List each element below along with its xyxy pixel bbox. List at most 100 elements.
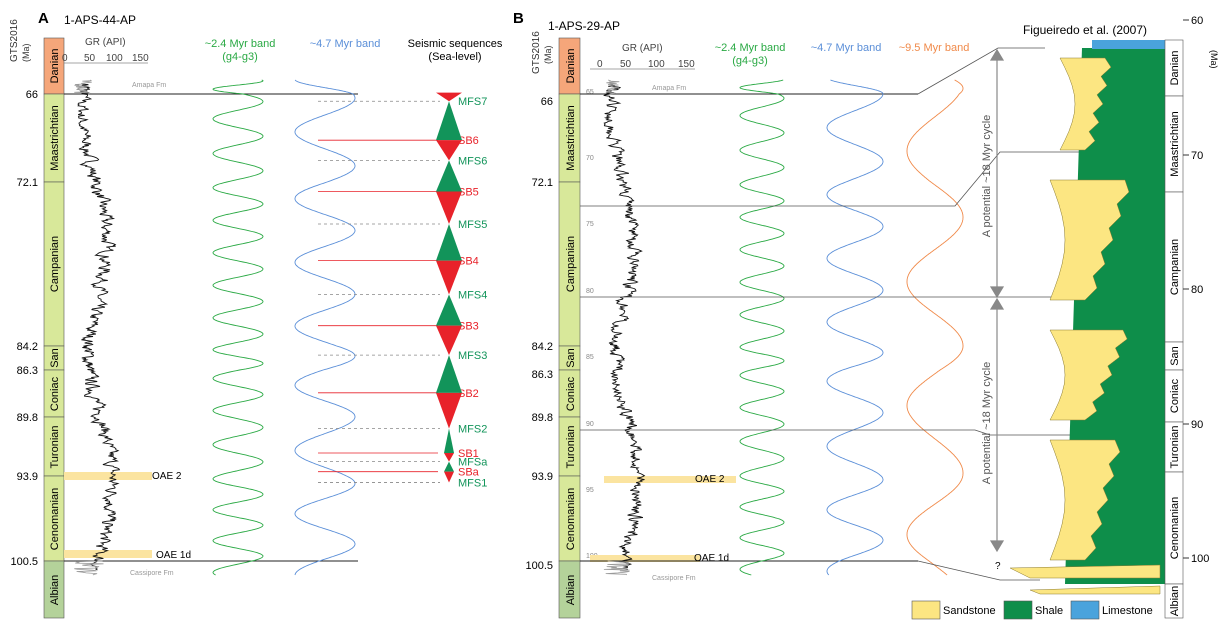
inner-tick: 85 (586, 354, 594, 361)
formation-amapa: Amapa Fm (132, 82, 166, 89)
reference-title: Figueiredo et al. (2007) (1023, 23, 1147, 37)
correlation-line-top (917, 47, 1045, 95)
age-tick: 72.1 (532, 177, 553, 189)
limestone-area (1092, 40, 1165, 49)
sequence-label: MFS2 (458, 424, 487, 436)
gr-log-curve (74, 79, 121, 576)
sequence-label: MFS6 (458, 155, 487, 167)
stage-label-cenomanian: Cenomanian (49, 488, 61, 550)
oae2-band (604, 476, 736, 483)
age-tick: 66 (541, 96, 553, 108)
sequence-triangle-red (436, 92, 462, 102)
lithology-column (1009, 40, 1165, 595)
sequence-label: SB1 (458, 448, 479, 460)
gr-tick: 150 (132, 53, 149, 64)
cycle-label-lower: A potential ~18 Myr cycle (981, 362, 993, 485)
gr-tick: 100 (648, 59, 665, 70)
gr-tick: 0 (597, 59, 603, 70)
cycle-arrows (989, 48, 1005, 553)
sandstone-area (1049, 179, 1130, 301)
stage-label-turonian: Turonian (49, 425, 61, 468)
panel-a-letter: A (38, 10, 49, 27)
band-9-5-curve (906, 79, 964, 576)
oae1d-band (64, 550, 152, 558)
right-stage-label: Maastrichtian (1169, 111, 1181, 176)
right-age-ticks: 60 70 80 90 100 (Ma) (1183, 15, 1219, 565)
band-9-5-title: ~9.5 Myr band (899, 42, 970, 54)
correlation-line (580, 151, 1110, 207)
stage-box-albian (558, 560, 581, 619)
sequence-triangle-red (436, 392, 462, 429)
arrowhead (989, 286, 1005, 299)
right-tick: 80 (1191, 284, 1203, 296)
sequence-label: MFS4 (458, 289, 487, 301)
inner-tick: 70 (586, 155, 594, 162)
arrowhead (989, 297, 1005, 310)
sequence-triangle-red (436, 260, 462, 295)
age-tick: 66 (26, 89, 38, 101)
gr-tick: 150 (678, 59, 695, 70)
correlation-line-bottom (917, 560, 1040, 581)
age-tick: 89.8 (532, 412, 553, 424)
band-2-4-title: ~2.4 Myr band (715, 42, 786, 54)
stage-label-campanian: Campanian (565, 236, 577, 292)
sequence-label: SB6 (458, 135, 479, 147)
legend-swatch-limestone (1070, 600, 1100, 620)
sandstone-area (1049, 329, 1128, 421)
oae2-label: OAE 2 (152, 471, 182, 482)
right-tick: 100 (1191, 553, 1209, 565)
age-tick: 86.3 (17, 365, 38, 377)
sequence-triangle-green (436, 224, 462, 261)
right-stage-label: Danian (1169, 51, 1181, 86)
legend-swatch-sandstone (911, 600, 941, 620)
panel-b-letter: B (513, 10, 524, 27)
panel-b: B 1-APS-29-AP GTS2016 (Ma) Danian Maastr… (513, 10, 1219, 620)
age-tick: 93.9 (17, 471, 38, 483)
sequence-triangle-green (436, 160, 462, 192)
gr-tick-labels: 0 50 100 150 (597, 59, 695, 70)
gr-log-curve (603, 79, 646, 576)
sequence-label: SB2 (458, 388, 479, 400)
age-tick: 84.2 (17, 341, 38, 353)
panel-a: A 1-APS-44-AP GTS2016 (Ma) Danian Maastr… (9, 10, 503, 619)
stage-label-santonian: San (565, 348, 577, 368)
stage-label-campanian: Campanian (49, 236, 61, 292)
right-stage-label: Turonian (1169, 425, 1181, 468)
cycle-label-upper: A potential ~18 Myr cycle (981, 115, 993, 238)
panel-b-age-ticks: 66 72.1 84.2 86.3 89.8 93.9 100.5 (525, 96, 553, 572)
age-tick: 93.9 (532, 471, 553, 483)
arrowhead (989, 540, 1005, 553)
panel-a-well-title: 1-APS-44-AP (64, 13, 136, 27)
formation-amapa: Amapa Fm (652, 85, 686, 92)
sequence-label: MFS3 (458, 350, 487, 362)
stage-label-albian: Albian (49, 575, 61, 606)
seq-title: Seismic sequences (408, 38, 503, 50)
band-4-7-line (826, 79, 884, 576)
band-2-4-curve (739, 79, 785, 576)
stage-label-maastrichtian: Maastrichtian (49, 105, 61, 170)
age-tick: 72.1 (17, 177, 38, 189)
stage-label-danian: Danian (49, 49, 61, 84)
oae1d-band (590, 555, 700, 562)
sequence-label: SB5 (458, 186, 479, 198)
sandstone-area (1029, 585, 1161, 595)
sequence-triangle-green (436, 101, 462, 141)
sequence-triangle-red (436, 325, 462, 356)
oae2-label: OAE 2 (695, 474, 725, 485)
sequence-label: MFS7 (458, 96, 487, 108)
gr-tick: 100 (106, 53, 123, 64)
stage-label-danian: Danian (565, 49, 577, 84)
band-2-4-curve (212, 79, 264, 576)
band-2-4-subtitle: (g4-g3) (222, 51, 257, 63)
gr-tick: 0 (62, 53, 68, 64)
sequence-column: MFS7 SB6 MFS6 SB5 MFS5 SB4 MFS4 SB3 MFS3 SB2 MFS2 S… (318, 92, 488, 489)
sandstone-area (1049, 439, 1121, 561)
band-2-4-subtitle: (g4-g3) (732, 55, 767, 67)
band-4-7-title: ~4.7 Myr band (811, 42, 882, 54)
correlation-line (580, 429, 1110, 436)
sequence-label: MFS5 (458, 219, 487, 231)
question-mark: ? (995, 561, 1001, 572)
sequence-label: SBa (458, 467, 480, 479)
sequence-label: MFS1 (458, 477, 487, 489)
sandstone-area (1009, 564, 1161, 579)
